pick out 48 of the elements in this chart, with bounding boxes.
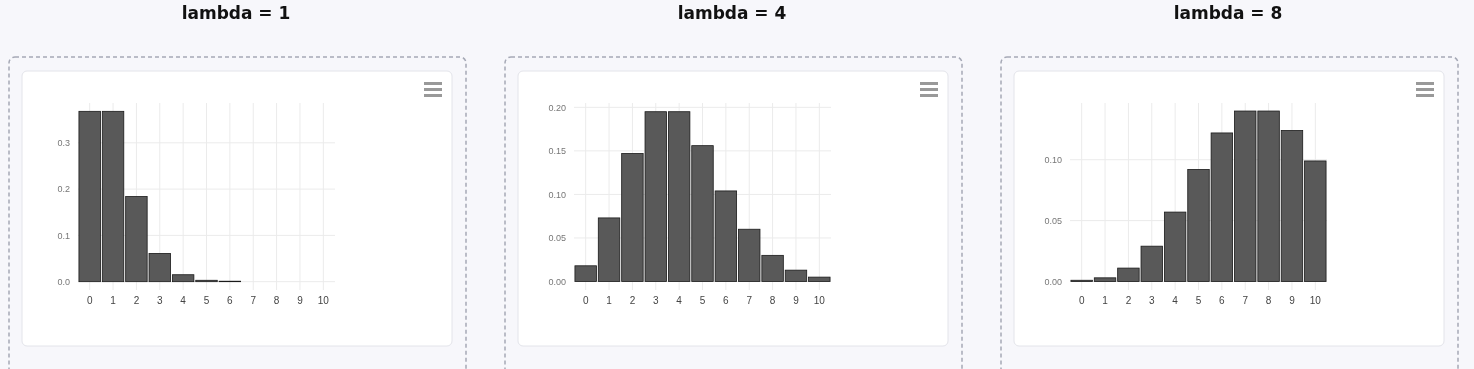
y-tick-label: 0.1 <box>57 230 70 241</box>
y-tick-label: 0.05 <box>1044 215 1062 226</box>
x-tick-label: 4 <box>180 295 187 306</box>
x-tick-label: 10 <box>813 295 826 306</box>
x-tick-label: 2 <box>1125 295 1132 306</box>
x-tick-label: 5 <box>699 295 706 306</box>
y-tick-label: 0.10 <box>1044 154 1062 165</box>
x-tick-label: 5 <box>203 295 210 306</box>
x-tick-label: 7 <box>746 295 753 306</box>
x-tick-label: 9 <box>1289 295 1296 306</box>
x-tick-label: 9 <box>793 295 800 306</box>
x-tick-label: 6 <box>723 295 730 306</box>
x-tick-label: 10 <box>1309 295 1322 306</box>
x-tick-label: 2 <box>133 295 140 306</box>
x-tick-label: 3 <box>652 295 659 306</box>
y-tick-label: 0.10 <box>548 189 566 200</box>
x-tick-label: 3 <box>156 295 163 306</box>
y-tick-label: 0.05 <box>548 233 566 244</box>
chart-title: lambda = 8 <box>1173 3 1283 23</box>
x-tick-label: 0 <box>1078 295 1085 306</box>
x-tick-label: 9 <box>297 295 304 306</box>
chart-title: lambda = 1 <box>181 3 291 23</box>
x-tick-label: 3 <box>1148 295 1155 306</box>
y-tick-label: 0.20 <box>548 102 566 113</box>
x-tick-label: 0 <box>86 295 93 306</box>
x-tick-label: 6 <box>1219 295 1226 306</box>
x-tick-label: 1 <box>110 295 117 306</box>
x-tick-label: 10 <box>317 295 330 306</box>
y-tick-label: 0.2 <box>57 184 70 195</box>
x-tick-label: 4 <box>1172 295 1179 306</box>
x-tick-label: 7 <box>1242 295 1249 306</box>
x-tick-label: 4 <box>676 295 683 306</box>
y-tick-label: 0.0 <box>57 276 70 287</box>
x-tick-label: 1 <box>606 295 613 306</box>
x-tick-label: 7 <box>250 295 257 306</box>
y-tick-label: 0.00 <box>1044 276 1062 287</box>
y-tick-label: 0.15 <box>548 146 566 157</box>
chart-title: lambda = 4 <box>677 3 787 23</box>
x-tick-label: 8 <box>273 295 280 306</box>
x-tick-label: 8 <box>769 295 776 306</box>
x-tick-label: 0 <box>582 295 589 306</box>
x-tick-label: 5 <box>1195 295 1202 306</box>
x-tick-label: 1 <box>1102 295 1109 306</box>
x-tick-label: 8 <box>1265 295 1272 306</box>
x-tick-label: 2 <box>629 295 636 306</box>
x-tick-label: 6 <box>227 295 234 306</box>
y-tick-label: 0.3 <box>57 137 70 148</box>
y-tick-label: 0.00 <box>548 276 566 287</box>
